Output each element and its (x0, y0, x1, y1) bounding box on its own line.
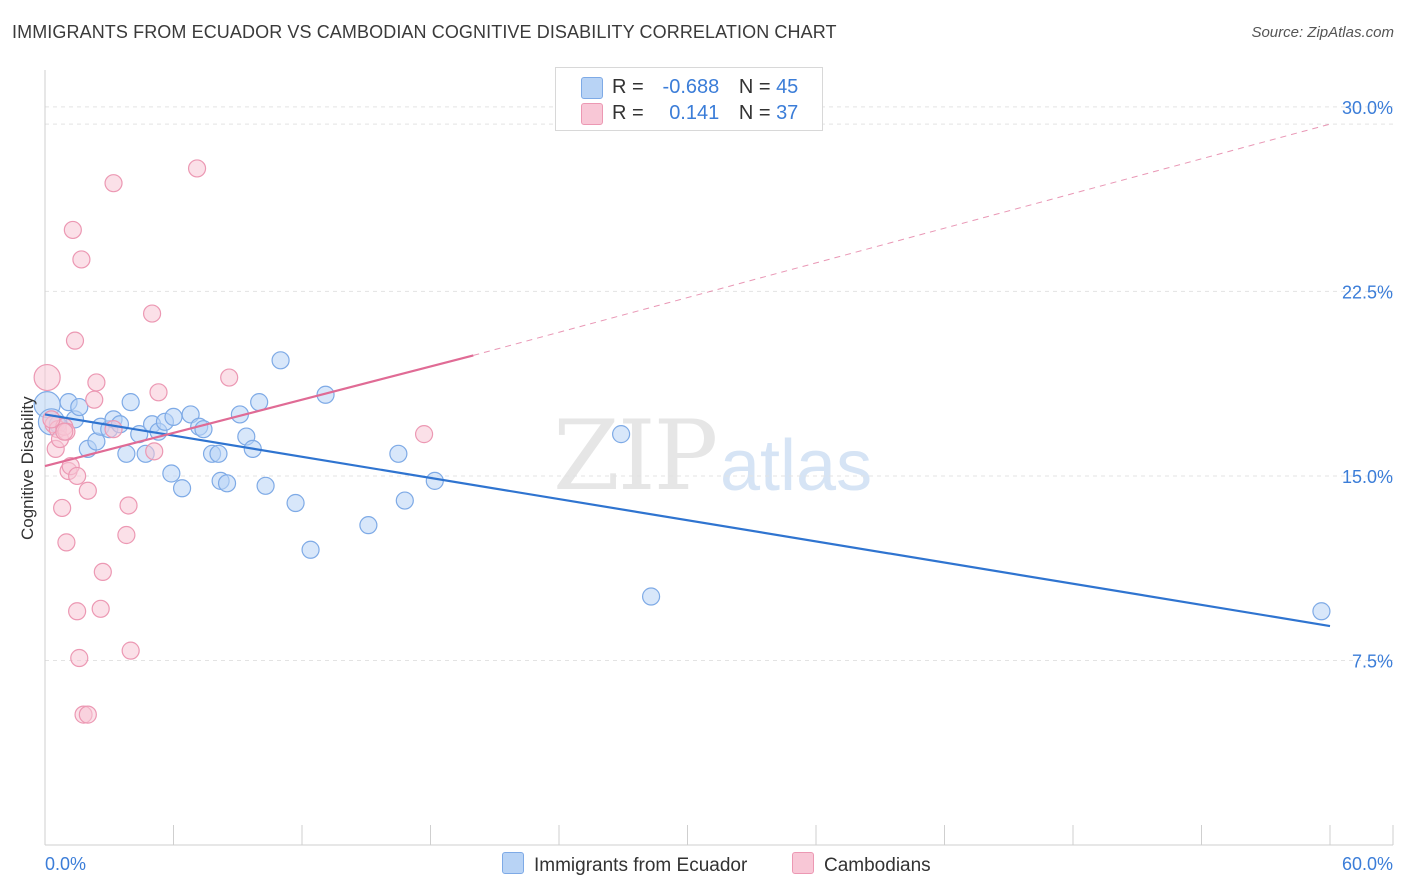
legend-n-label: N = (738, 76, 771, 98)
data-point (117, 525, 136, 545)
data-point (78, 705, 97, 724)
data-point (187, 159, 207, 178)
data-point (359, 516, 378, 535)
trend-line (44, 413, 1331, 628)
legend-r-value: -0.688 (662, 76, 720, 98)
data-point (65, 331, 85, 350)
data-point (301, 540, 320, 559)
data-point (164, 407, 183, 427)
data-point (33, 363, 61, 392)
data-point (68, 602, 87, 621)
legend-swatch-pink (581, 103, 603, 125)
data-point (70, 648, 89, 668)
data-point (425, 471, 444, 490)
bottom-legend-swatch-blue (502, 852, 524, 874)
y-tick-label: 30.0% (1342, 98, 1393, 118)
x-tick-label: 0.0% (45, 854, 86, 874)
watermark-zip: ZIP (553, 400, 718, 512)
watermark-atlas: atlas (720, 426, 873, 506)
data-point (104, 174, 123, 193)
bottom-legend-cambodians: Cambodians (792, 852, 931, 877)
legend-n-label: N = (738, 102, 771, 124)
data-point (55, 422, 74, 441)
data-point (612, 425, 631, 444)
y-tick-label: 15.0% (1342, 467, 1393, 487)
data-point (53, 498, 72, 518)
data-point (121, 393, 140, 412)
data-point (414, 425, 434, 444)
data-point (162, 464, 181, 483)
legend-swatch-blue (581, 77, 603, 99)
data-point (87, 373, 106, 392)
bottom-legend-label: Cambodians (824, 855, 931, 876)
data-point (72, 250, 91, 269)
legend-n-value: 45 (776, 76, 799, 98)
trend-line-extension (473, 123, 1331, 356)
y-tick-label: 7.5% (1352, 651, 1393, 671)
data-point (286, 493, 305, 513)
data-point (220, 368, 239, 387)
data-point (85, 390, 104, 409)
trend-line (44, 354, 474, 468)
legend-r-label: R = (612, 102, 644, 124)
y-tick-label: 22.5% (1342, 282, 1393, 302)
source-note: Source: ZipAtlas.com (1251, 24, 1394, 41)
data-point (271, 351, 290, 370)
data-point (217, 474, 237, 493)
data-point (78, 481, 97, 500)
x-tick-label: 60.0% (1342, 854, 1393, 874)
data-point (63, 220, 82, 240)
y-axis-label: Cognitive Disability (18, 396, 37, 540)
data-point (172, 479, 192, 498)
data-point (121, 641, 140, 660)
data-point (149, 383, 168, 402)
data-point (91, 599, 110, 618)
chart-title: IMMIGRANTS FROM ECUADOR VS CAMBODIAN COG… (12, 22, 837, 42)
data-point (145, 442, 164, 461)
data-point (641, 587, 661, 606)
legend-n-value: 37 (776, 102, 799, 124)
legend-r-value: 0.141 (669, 102, 720, 124)
legend-r-label: R = (612, 76, 644, 98)
data-point (68, 466, 87, 486)
data-point (70, 397, 89, 417)
data-point (209, 444, 228, 463)
data-point (104, 420, 123, 439)
correlation-legend: R = -0.688 N = 45 R = 0.141 N = 37 (555, 67, 823, 131)
data-point (119, 496, 138, 515)
bottom-legend-swatch-pink (792, 852, 814, 874)
data-point (1312, 602, 1331, 621)
data-point (57, 533, 76, 552)
data-point (142, 304, 162, 323)
data-point (256, 476, 275, 495)
bottom-legend-label: Immigrants from Ecuador (534, 855, 748, 876)
data-point (93, 562, 112, 582)
data-point (181, 405, 200, 424)
data-point (395, 491, 414, 510)
data-point (117, 444, 136, 463)
bottom-legend-ecuador: Immigrants from Ecuador (502, 852, 747, 877)
data-point (389, 444, 408, 463)
